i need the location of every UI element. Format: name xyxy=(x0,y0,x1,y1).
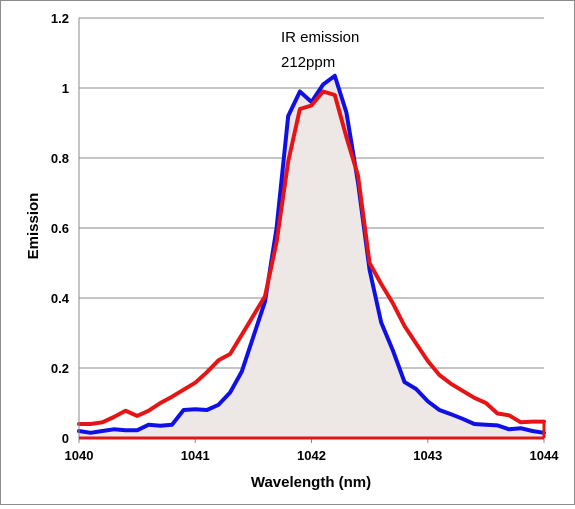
y-axis-title: Emission xyxy=(25,193,42,260)
axes xyxy=(78,18,546,443)
y-tick-label: 0 xyxy=(62,431,69,446)
plot-area xyxy=(77,73,546,439)
x-axis-title: Wavelength (nm) xyxy=(251,474,371,491)
y-tick-label: 0.4 xyxy=(51,291,70,306)
series-0-line xyxy=(77,73,546,435)
x-tick-label: 1042 xyxy=(297,448,326,463)
annotation-line-1: IR emission xyxy=(281,29,359,46)
x-tick-labels: 1040 1041 1042 1043 1044 xyxy=(65,448,560,463)
y-tick-label: 0.8 xyxy=(51,151,69,166)
y-tick-label: 0.6 xyxy=(51,221,69,236)
y-tick-label: 0.2 xyxy=(51,361,69,376)
x-tick-label: 1041 xyxy=(181,448,210,463)
x-tick-label: 1044 xyxy=(530,448,560,463)
y-tick-label: 1.2 xyxy=(51,11,69,26)
y-tick-label: 1 xyxy=(62,81,69,96)
y-tick-labels: 0 0.2 0.4 0.6 0.8 1 1.2 xyxy=(51,11,70,446)
series-1-line xyxy=(77,89,546,426)
x-tick-label: 1043 xyxy=(413,448,442,463)
annotation-line-2: 212ppm xyxy=(281,54,335,71)
series-0-area xyxy=(79,75,544,439)
x-tick-label: 1040 xyxy=(65,448,94,463)
